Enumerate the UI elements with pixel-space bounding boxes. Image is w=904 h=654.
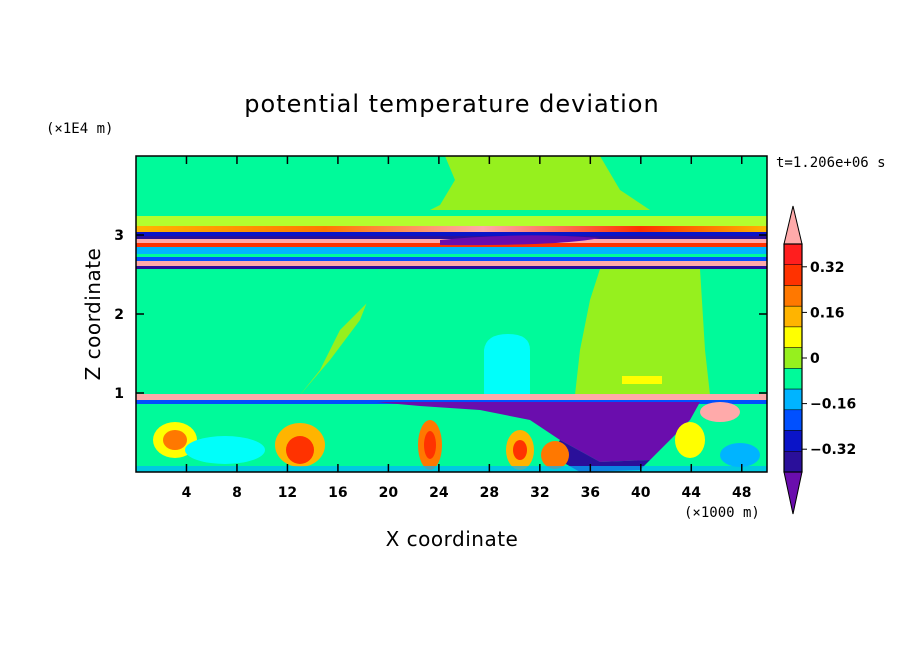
colorbar-tick-label: 0.32 xyxy=(810,260,845,276)
upper-band-darkblue xyxy=(136,232,767,238)
y-axis-ticks: 1 2 3 xyxy=(114,228,767,402)
contour-field xyxy=(136,156,767,472)
upper-band-blue xyxy=(136,257,767,261)
colorbar-swatch xyxy=(783,409,803,431)
x-tick-label: 40 xyxy=(631,485,651,501)
upper-band-navy xyxy=(136,236,767,239)
colorbar-swatch xyxy=(783,430,803,452)
colorbar-tick-label: 0.16 xyxy=(810,305,845,321)
y-tick-label: 3 xyxy=(114,228,124,244)
x-tick-label: 4 xyxy=(182,485,192,501)
upper-band-cyan xyxy=(136,247,767,254)
x-unit-label: (×1000 m) xyxy=(684,505,760,521)
y-axis-label: Z coordinate xyxy=(81,248,105,381)
colorbar: 0.32 0.16 0 −0.16 −0.32 xyxy=(783,205,856,515)
mid-teal-left xyxy=(136,269,380,395)
bl-blob-2 xyxy=(163,430,187,450)
bl-blob-5 xyxy=(185,436,265,464)
colorbar-swatch xyxy=(783,285,803,307)
bl-bottom-blue xyxy=(136,466,767,472)
upper-band-green2 xyxy=(136,254,767,258)
colorbar-tick-label: −0.16 xyxy=(810,397,856,413)
bl-blob-9 xyxy=(513,440,527,460)
x-tick-label: 48 xyxy=(732,485,751,501)
colorbar-swatch xyxy=(783,243,803,265)
x-tick-label: 24 xyxy=(429,485,449,501)
upper-band-yellow xyxy=(136,216,767,226)
x-axis-label: X coordinate xyxy=(386,527,519,551)
x-tick-label: 20 xyxy=(379,485,399,501)
upper-band-pink2 xyxy=(136,261,767,266)
colorbar-extend-max xyxy=(783,205,803,245)
colorbar-swatch xyxy=(783,368,803,390)
mid-teal-right xyxy=(700,269,767,395)
colorbar-swatch xyxy=(783,305,803,328)
upper-purple-lens xyxy=(440,235,600,246)
colorbar-tick-label: 0 xyxy=(810,351,820,367)
colorbar-swatch xyxy=(783,347,803,369)
colorbar-extend-min xyxy=(783,471,803,515)
x-axis-ticks: 4 8 12 16 20 24 28 32 36 40 44 48 xyxy=(182,156,752,501)
bl-blob-4 xyxy=(286,436,314,464)
y-tick-label: 1 xyxy=(114,386,124,402)
x-tick-label: 44 xyxy=(682,485,702,501)
x-tick-label: 32 xyxy=(530,485,549,501)
bl-blob-7 xyxy=(424,431,436,459)
x-tick-label: 12 xyxy=(278,485,297,501)
bl-blob-10 xyxy=(541,441,569,469)
colorbar-swatch xyxy=(783,388,803,411)
bl-blob-12 xyxy=(675,422,705,458)
colorbar-swatch xyxy=(783,326,803,348)
y-tick-label: 2 xyxy=(114,307,124,323)
y-unit-label: (×1E4 m) xyxy=(46,121,113,137)
x-tick-label: 36 xyxy=(581,485,600,501)
mid-cyan-plume xyxy=(484,334,530,395)
inversion-pink xyxy=(136,394,767,402)
bl-cold-pool xyxy=(376,402,700,462)
x-tick-label: 28 xyxy=(480,485,499,501)
bl-blob-13 xyxy=(720,443,760,467)
colorbar-tick-label: −0.32 xyxy=(810,442,856,458)
upper-band-navy2 xyxy=(136,266,767,269)
upper-region-right xyxy=(600,156,767,220)
x-tick-label: 8 xyxy=(232,485,242,501)
bl-blob-11 xyxy=(700,402,740,422)
chart-title: potential temperature deviation xyxy=(244,90,659,118)
colorbar-swatch xyxy=(783,451,803,473)
x-tick-label: 16 xyxy=(328,485,347,501)
colorbar-swatch xyxy=(783,264,803,286)
mid-yellow-spot xyxy=(622,376,662,384)
time-label: t=1.206e+06 s xyxy=(776,155,886,171)
upper-region xyxy=(136,156,455,215)
bl-cold-pool-edge xyxy=(550,440,650,472)
upper-band-orange xyxy=(136,226,767,232)
